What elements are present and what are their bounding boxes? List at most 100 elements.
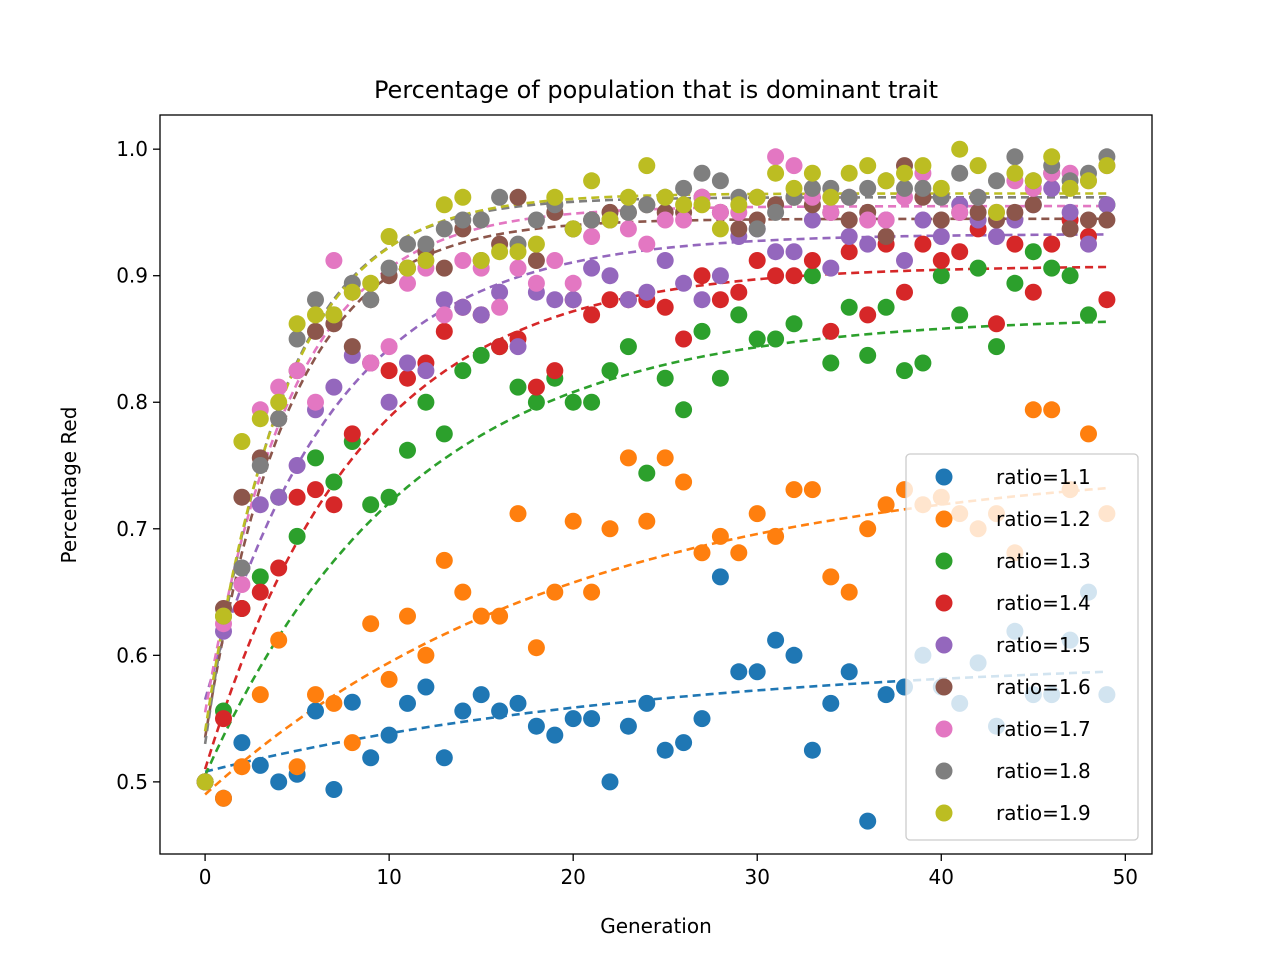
data-point bbox=[656, 449, 674, 467]
legend-marker bbox=[935, 636, 953, 654]
data-point bbox=[601, 267, 619, 285]
data-point bbox=[730, 283, 748, 301]
data-point bbox=[399, 274, 416, 292]
data-point bbox=[1006, 148, 1024, 166]
data-point bbox=[1006, 164, 1024, 182]
data-point bbox=[619, 338, 637, 356]
data-point bbox=[417, 646, 435, 664]
data-point bbox=[785, 267, 803, 285]
data-point bbox=[638, 283, 656, 301]
data-point bbox=[914, 354, 932, 372]
data-point bbox=[435, 322, 453, 340]
data-point bbox=[527, 378, 545, 396]
legend-marker bbox=[935, 762, 953, 780]
data-point bbox=[951, 140, 969, 158]
data-point bbox=[748, 505, 766, 523]
data-point bbox=[656, 369, 674, 387]
data-point bbox=[527, 235, 545, 253]
data-point bbox=[307, 449, 324, 467]
data-point bbox=[270, 393, 288, 411]
y-tick-label: 1.0 bbox=[116, 137, 148, 161]
data-point bbox=[803, 211, 821, 229]
data-point bbox=[564, 291, 582, 309]
data-point bbox=[675, 473, 693, 491]
data-point bbox=[896, 283, 913, 301]
data-point bbox=[435, 306, 453, 324]
legend-marker bbox=[935, 720, 953, 738]
data-point bbox=[527, 639, 545, 657]
legend-label: ratio=1.4 bbox=[996, 591, 1091, 615]
data-point bbox=[325, 473, 343, 491]
data-point bbox=[251, 686, 269, 704]
data-point bbox=[417, 678, 435, 696]
legend-label: ratio=1.9 bbox=[996, 801, 1091, 825]
data-point bbox=[270, 488, 288, 506]
x-tick-label: 30 bbox=[744, 865, 769, 889]
data-point bbox=[509, 338, 527, 356]
data-point bbox=[1006, 235, 1024, 253]
data-point bbox=[1098, 291, 1116, 309]
data-point bbox=[803, 267, 821, 285]
data-point bbox=[711, 527, 729, 545]
data-point bbox=[767, 267, 785, 285]
data-point bbox=[693, 544, 711, 562]
data-point bbox=[343, 734, 361, 752]
data-point bbox=[711, 203, 729, 221]
data-point bbox=[343, 283, 361, 301]
y-axis: 0.5 0.6 0.7 0.8 0.9 1.0 bbox=[116, 137, 160, 794]
data-point bbox=[840, 211, 858, 229]
x-tick-label: 20 bbox=[560, 865, 585, 889]
data-point bbox=[767, 164, 785, 182]
plot-frame bbox=[159, 114, 1153, 855]
data-point bbox=[454, 362, 472, 380]
data-point bbox=[399, 354, 416, 372]
data-point bbox=[215, 789, 232, 807]
data-point bbox=[638, 157, 656, 175]
data-point bbox=[215, 710, 232, 728]
data-point bbox=[840, 188, 858, 206]
data-point bbox=[1061, 203, 1079, 221]
data-point bbox=[362, 274, 380, 292]
data-point bbox=[767, 330, 785, 348]
data-point bbox=[435, 259, 453, 277]
data-point bbox=[693, 196, 711, 214]
data-point bbox=[491, 283, 509, 301]
data-point bbox=[675, 401, 693, 419]
data-point bbox=[896, 164, 913, 182]
series-4-points bbox=[196, 211, 1116, 791]
data-point bbox=[1098, 196, 1116, 214]
data-point bbox=[435, 425, 453, 443]
data-point bbox=[711, 172, 729, 190]
data-point bbox=[656, 188, 674, 206]
data-point bbox=[362, 496, 380, 514]
data-point bbox=[564, 220, 582, 238]
series-4-fit-line bbox=[203, 265, 1107, 770]
data-point bbox=[435, 749, 453, 767]
data-point bbox=[1024, 196, 1042, 214]
data-point bbox=[472, 306, 490, 324]
data-point bbox=[270, 631, 288, 649]
data-point bbox=[472, 211, 490, 229]
data-point bbox=[1043, 259, 1061, 277]
data-point bbox=[307, 393, 324, 411]
data-point bbox=[675, 330, 693, 348]
data-point bbox=[638, 196, 656, 214]
data-point bbox=[803, 741, 821, 759]
data-point bbox=[417, 235, 435, 253]
data-point bbox=[988, 172, 1005, 190]
data-point bbox=[932, 228, 950, 245]
data-point bbox=[785, 157, 803, 175]
data-point bbox=[932, 179, 950, 197]
data-point bbox=[803, 164, 821, 182]
data-point bbox=[1098, 157, 1116, 175]
data-point bbox=[803, 179, 821, 197]
data-point bbox=[859, 235, 877, 253]
legend-box bbox=[905, 453, 1139, 841]
x-tick-label: 40 bbox=[929, 865, 954, 889]
data-point bbox=[1061, 220, 1079, 238]
data-point bbox=[785, 179, 803, 197]
data-point bbox=[343, 425, 361, 443]
data-point bbox=[380, 393, 398, 411]
data-point bbox=[583, 306, 601, 324]
data-point bbox=[435, 551, 453, 569]
